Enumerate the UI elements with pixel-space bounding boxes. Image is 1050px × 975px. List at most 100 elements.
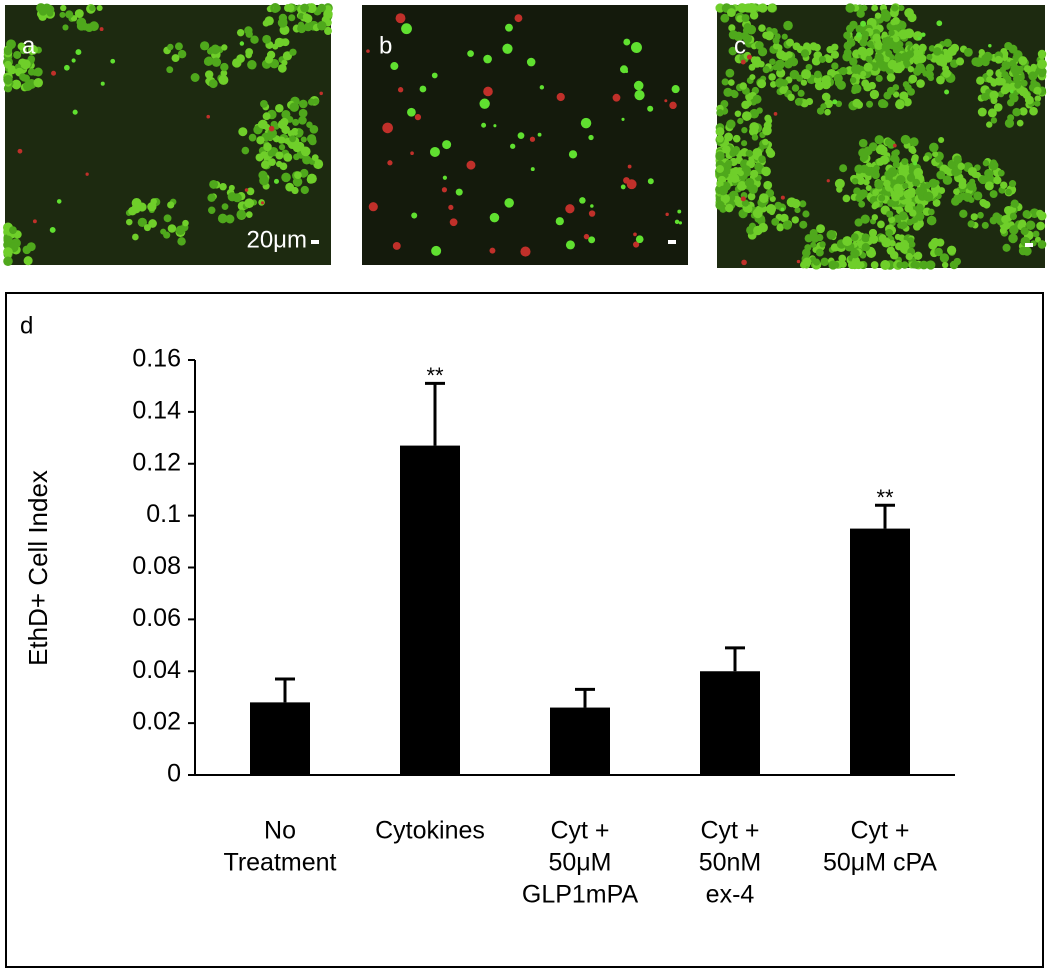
cell <box>71 58 76 63</box>
cell <box>232 58 242 68</box>
cell <box>3 46 13 56</box>
cell <box>898 211 908 221</box>
cell <box>221 203 229 211</box>
cell <box>782 220 792 230</box>
cell <box>842 236 853 247</box>
cell <box>268 125 275 132</box>
cell <box>883 91 892 100</box>
cell <box>429 146 440 157</box>
cell <box>900 52 911 63</box>
cell <box>791 216 799 224</box>
cell <box>739 82 748 90</box>
cell <box>826 229 837 240</box>
cell <box>51 70 57 76</box>
cell <box>1022 246 1032 256</box>
cell <box>734 110 742 118</box>
cell <box>984 181 994 191</box>
cell <box>942 68 951 78</box>
cell <box>921 32 926 37</box>
cell <box>977 211 984 219</box>
cell <box>749 122 760 132</box>
cell <box>467 50 474 57</box>
cell <box>306 121 313 129</box>
cell <box>990 117 998 124</box>
cell <box>278 144 286 151</box>
cell <box>207 193 216 202</box>
cell <box>994 55 1003 64</box>
cell <box>1004 118 1015 128</box>
cell <box>1009 206 1017 213</box>
cell <box>883 55 890 63</box>
cell <box>785 38 794 47</box>
cell <box>1010 199 1019 208</box>
cell <box>816 224 826 234</box>
cell <box>744 177 755 188</box>
cell <box>741 14 750 23</box>
cell <box>850 233 859 242</box>
cell <box>728 30 739 40</box>
cell <box>868 228 878 237</box>
cell <box>268 158 276 167</box>
cell <box>247 60 257 70</box>
cell <box>132 233 139 241</box>
cell <box>7 41 15 49</box>
cell <box>395 13 406 24</box>
cell <box>907 12 917 23</box>
cell <box>970 213 978 221</box>
cell <box>752 94 762 104</box>
cell <box>888 29 895 36</box>
cell <box>671 85 680 94</box>
cell <box>177 237 186 246</box>
cell <box>1022 210 1031 219</box>
cell <box>750 169 759 178</box>
cell <box>630 42 642 53</box>
cell <box>621 117 625 121</box>
cell <box>917 36 922 41</box>
cell <box>517 132 525 140</box>
cell <box>797 89 805 97</box>
cell <box>11 79 22 90</box>
cell <box>833 73 843 83</box>
cell <box>245 211 253 218</box>
cell <box>880 100 889 109</box>
cell <box>936 20 943 27</box>
cell <box>1012 54 1020 62</box>
cell <box>221 44 228 51</box>
cell <box>267 128 277 139</box>
cell <box>926 215 937 226</box>
cell <box>565 204 575 214</box>
scale-bar <box>668 240 676 244</box>
cell <box>771 217 780 226</box>
cell <box>431 72 438 79</box>
cell <box>776 224 784 232</box>
cell <box>953 257 961 266</box>
cell <box>912 178 921 187</box>
cell <box>869 234 879 244</box>
cell <box>819 241 826 248</box>
cell <box>526 57 536 67</box>
cell <box>892 155 900 164</box>
cell <box>263 142 272 152</box>
cell <box>297 21 305 28</box>
cell <box>633 80 644 91</box>
cell <box>647 105 654 112</box>
cell <box>755 41 764 50</box>
cell <box>1016 119 1024 127</box>
y-tick-label: 0.1 <box>146 500 181 528</box>
cell <box>171 54 180 63</box>
cell <box>730 89 738 97</box>
cell <box>927 75 934 82</box>
cell <box>1018 74 1025 81</box>
cell <box>849 76 857 84</box>
cell <box>163 231 171 239</box>
cell <box>858 200 866 208</box>
cell <box>289 48 297 56</box>
cell <box>830 50 840 59</box>
cell <box>897 20 907 30</box>
cell <box>529 136 536 142</box>
cell <box>626 179 637 190</box>
cell <box>634 90 645 101</box>
cell <box>732 166 740 175</box>
cell <box>260 201 265 205</box>
x-tick-label: 50μM <box>548 849 611 877</box>
